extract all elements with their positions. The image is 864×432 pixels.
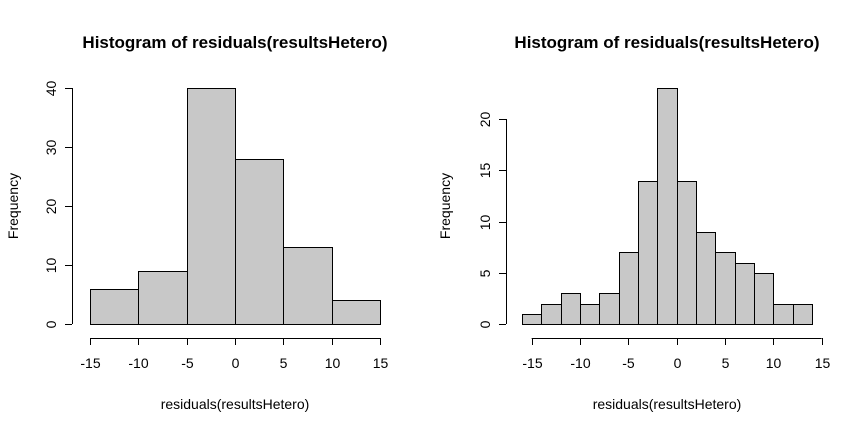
left-x-tick-label: 0 [232, 355, 240, 371]
right-histogram-bar [657, 88, 678, 325]
right-histogram: Histogram of residuals(resultsHetero) re… [437, 33, 830, 412]
right-histogram-bar [735, 263, 755, 325]
left-y-tick-label: 10 [43, 258, 59, 274]
right-bars [522, 88, 813, 325]
left-histogram-bar [283, 247, 333, 325]
right-chart-title: Histogram of residuals(resultsHetero) [514, 33, 819, 52]
left-x-axis: -15 -10 -5 0 5 10 15 [80, 338, 388, 371]
left-y-axis-label: Frequency [5, 173, 21, 239]
right-y-axis-label: Frequency [437, 173, 453, 239]
left-x-tick-label: -5 [181, 355, 194, 371]
right-x-axis: -15 -10 -5 0 5 10 15 [522, 338, 830, 371]
right-y-tick-label: 5 [477, 269, 493, 277]
left-bars [90, 88, 381, 325]
left-x-tick-label: 5 [280, 355, 288, 371]
right-histogram-bar [773, 304, 794, 325]
left-histogram-bar [187, 88, 236, 325]
right-histogram-bar [619, 252, 639, 325]
right-histogram-bar [715, 252, 736, 325]
right-x-tick-label: -5 [622, 355, 635, 371]
left-histogram-bar [332, 300, 381, 325]
right-x-tick-label: -10 [570, 355, 590, 371]
right-histogram-bar [541, 304, 562, 325]
left-chart-title: Histogram of residuals(resultsHetero) [82, 33, 387, 52]
left-x-tick-label: 15 [373, 355, 389, 371]
right-y-axis: 0 5 10 15 20 [477, 112, 507, 328]
right-x-tick-label: 5 [722, 355, 730, 371]
right-histogram-bar [677, 181, 697, 325]
left-y-tick-label: 0 [43, 320, 59, 328]
right-histogram-bar [561, 293, 581, 325]
right-histogram-bar [580, 304, 600, 325]
right-y-tick-label: 15 [477, 163, 493, 179]
left-y-tick-label: 30 [43, 140, 59, 156]
left-y-axis: 0 10 20 30 40 [43, 81, 73, 328]
right-histogram-bar [522, 314, 542, 325]
left-histogram-bar [90, 289, 139, 325]
right-x-axis-label: residuals(resultsHetero) [593, 396, 742, 412]
right-histogram-bar [599, 293, 620, 325]
right-histogram-bar [754, 273, 774, 325]
left-x-axis-label: residuals(resultsHetero) [161, 396, 310, 412]
right-y-tick-label: 10 [477, 215, 493, 231]
right-x-tick-label: 15 [815, 355, 831, 371]
left-x-tick-label: 10 [325, 355, 341, 371]
left-histogram: Histogram of residuals(resultsHetero) re… [5, 33, 388, 412]
left-y-tick-label: 20 [43, 199, 59, 215]
left-histogram-bar [138, 271, 188, 325]
right-x-tick-label: -15 [522, 355, 542, 371]
right-histogram-bar [638, 181, 658, 325]
right-histogram-bar [793, 304, 813, 325]
left-y-tick-label: 40 [43, 81, 59, 97]
right-x-tick-label: 0 [674, 355, 682, 371]
left-x-tick-label: -15 [80, 355, 100, 371]
right-y-tick-label: 0 [477, 320, 493, 328]
right-y-tick-label: 20 [477, 112, 493, 128]
left-x-tick-label: -10 [128, 355, 148, 371]
right-histogram-bar [696, 232, 716, 325]
right-x-tick-label: 10 [766, 355, 782, 371]
left-histogram-bar [235, 159, 284, 325]
